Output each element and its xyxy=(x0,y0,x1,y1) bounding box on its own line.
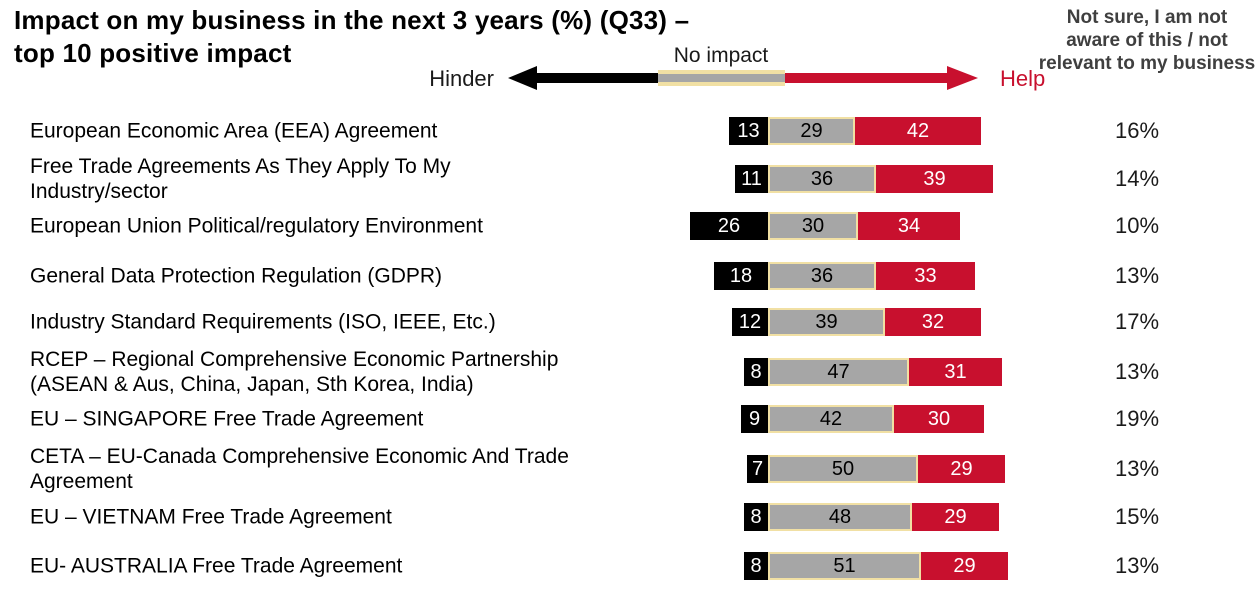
row-label: CETA – EU-Canada Comprehensive Economic … xyxy=(30,445,569,493)
stacked-bar: 8 47 31 xyxy=(744,358,1002,386)
no-impact-segment: 51 xyxy=(768,552,921,580)
legend-no-impact-label: No impact xyxy=(673,44,769,67)
not-sure-value: 14% xyxy=(1114,166,1160,191)
hinder-segment: 8 xyxy=(744,552,768,580)
row-label: EU- AUSTRALIA Free Trade Agreement xyxy=(30,554,403,578)
row-label: General Data Protection Regulation (GDPR… xyxy=(30,264,443,288)
stacked-bar: 9 42 30 xyxy=(741,405,984,433)
help-segment: 29 xyxy=(918,455,1005,483)
help-segment: 29 xyxy=(912,503,999,531)
row-label: European Union Political/regulatory Envi… xyxy=(30,214,483,238)
hinder-segment: 26 xyxy=(690,212,768,240)
hinder-segment: 12 xyxy=(732,308,768,336)
help-segment: 34 xyxy=(858,212,960,240)
no-impact-segment: 39 xyxy=(768,308,885,336)
hinder-segment: 13 xyxy=(729,117,768,145)
row-label: European Economic Area (EEA) Agreement xyxy=(30,119,438,143)
no-impact-segment: 30 xyxy=(768,212,858,240)
not-sure-value: 19% xyxy=(1114,406,1160,431)
help-segment: 30 xyxy=(894,405,984,433)
help-segment: 32 xyxy=(885,308,981,336)
hinder-segment: 8 xyxy=(744,358,768,386)
stacked-bar: 7 50 29 xyxy=(747,455,1005,483)
row-label: EU – VIETNAM Free Trade Agreement xyxy=(30,505,392,529)
legend-hinder-label: Hinder xyxy=(429,66,494,91)
hinder-segment: 7 xyxy=(747,455,768,483)
help-segment: 39 xyxy=(876,165,993,193)
no-impact-segment: 36 xyxy=(768,262,876,290)
not-sure-value: 15% xyxy=(1114,504,1160,529)
stacked-bar: 11 36 39 xyxy=(735,165,993,193)
no-impact-segment: 36 xyxy=(768,165,876,193)
not-sure-value: 10% xyxy=(1114,213,1160,238)
hinder-segment: 9 xyxy=(741,405,768,433)
help-segment: 29 xyxy=(921,552,1008,580)
no-impact-segment: 50 xyxy=(768,455,918,483)
stacked-bar: 18 36 33 xyxy=(714,262,975,290)
hinder-segment: 8 xyxy=(744,503,768,531)
no-impact-segment: 29 xyxy=(768,117,855,145)
not-sure-value: 16% xyxy=(1114,118,1160,143)
legend-diverging-arrow-icon xyxy=(508,66,978,90)
not-sure-value: 17% xyxy=(1114,309,1160,334)
not-sure-column-header: Not sure, I am not aware of this / not r… xyxy=(1038,7,1256,74)
help-segment: 42 xyxy=(855,117,981,145)
not-sure-value: 13% xyxy=(1114,553,1160,578)
not-sure-value: 13% xyxy=(1114,263,1160,288)
row-label: EU – SINGAPORE Free Trade Agreement xyxy=(30,407,424,431)
not-sure-value: 13% xyxy=(1114,456,1160,481)
stacked-bar: 26 30 34 xyxy=(690,212,960,240)
hinder-segment: 18 xyxy=(714,262,768,290)
stacked-bar: 8 51 29 xyxy=(744,552,1008,580)
not-sure-value: 13% xyxy=(1114,359,1160,384)
stacked-bar: 12 39 32 xyxy=(732,308,981,336)
stacked-bar: 8 48 29 xyxy=(744,503,999,531)
help-segment: 33 xyxy=(876,262,975,290)
no-impact-segment: 48 xyxy=(768,503,912,531)
hinder-segment: 11 xyxy=(735,165,768,193)
row-label: RCEP – Regional Comprehensive Economic P… xyxy=(30,348,559,396)
stacked-bar: 13 29 42 xyxy=(729,117,981,145)
chart-title: Impact on my business in the next 3 year… xyxy=(14,5,690,68)
help-segment: 31 xyxy=(909,358,1002,386)
no-impact-segment: 47 xyxy=(768,358,909,386)
row-label: Industry Standard Requirements (ISO, IEE… xyxy=(30,310,496,334)
no-impact-segment: 42 xyxy=(768,405,894,433)
row-label: Free Trade Agreements As They Apply To M… xyxy=(30,155,451,203)
legend-help-label: Help xyxy=(1000,66,1046,91)
